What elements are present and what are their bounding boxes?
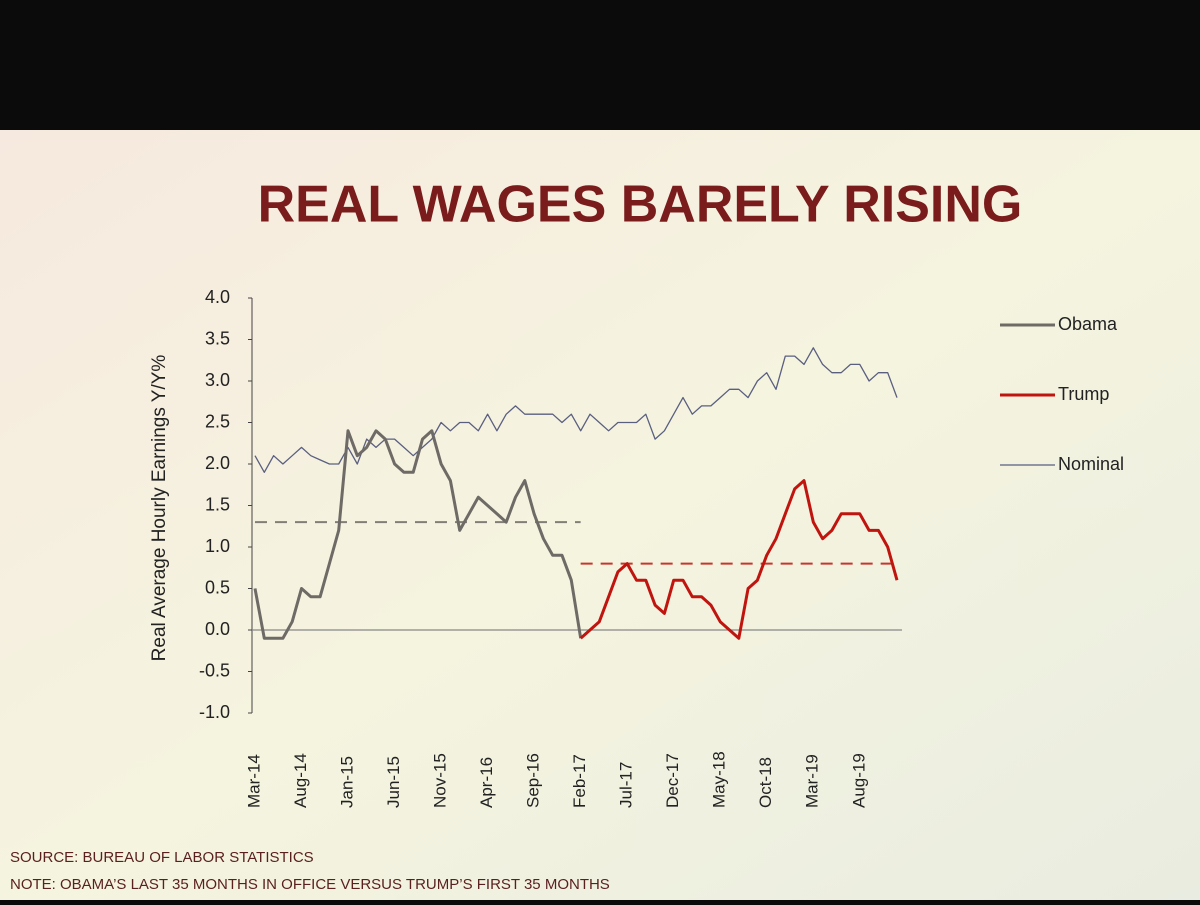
chart-title: REAL WAGES BARELY RISING (258, 176, 1023, 234)
y-tick-label: 4.0 (205, 287, 230, 307)
x-tick-label: Nov-15 (431, 753, 450, 808)
y-tick-label: 2.5 (205, 411, 230, 431)
y-tick-label: 0.0 (205, 619, 230, 639)
y-tick-label: 3.5 (205, 328, 230, 348)
x-tick-label: Aug-19 (849, 753, 868, 808)
y-tick-label: 1.0 (205, 536, 230, 556)
x-tick-label: Aug-14 (291, 753, 310, 808)
slide-background (0, 130, 1200, 900)
y-axis-label: Real Average Hourly Earnings Y/Y% (149, 355, 170, 662)
x-tick-label: Oct-18 (756, 757, 775, 808)
note: NOTE: OBAMA’S LAST 35 MONTHS IN OFFICE V… (10, 876, 610, 893)
x-tick-label: Sep-16 (524, 753, 543, 808)
legend-label: Trump (1058, 384, 1109, 404)
y-tick-label: 3.0 (205, 370, 230, 390)
y-tick-label: 2.0 (205, 453, 230, 473)
x-tick-label: Jun-15 (384, 756, 403, 808)
screen-bezel (0, 0, 1200, 130)
y-tick-label: 1.5 (205, 494, 230, 514)
legend-label: Nominal (1058, 454, 1124, 474)
source: SOURCE: BUREAU OF LABOR STATISTICS (10, 849, 314, 866)
series-line (253, 429, 583, 640)
x-tick-label: Mar-19 (803, 754, 822, 808)
series-line (579, 479, 899, 640)
x-tick-label: Apr-16 (477, 757, 496, 808)
x-tick-label: Mar-14 (244, 754, 263, 808)
y-tick-label: 0.5 (205, 577, 230, 597)
y-tick-label: -1.0 (199, 702, 230, 722)
y-tick-label: -0.5 (199, 660, 230, 680)
x-tick-label: Dec-17 (663, 753, 682, 808)
x-tick-label: Jul-17 (617, 762, 636, 808)
legend-label: Obama (1058, 314, 1118, 334)
x-tick-label: May-18 (710, 751, 729, 808)
x-tick-label: Feb-17 (570, 754, 589, 808)
x-tick-label: Jan-15 (338, 756, 357, 808)
